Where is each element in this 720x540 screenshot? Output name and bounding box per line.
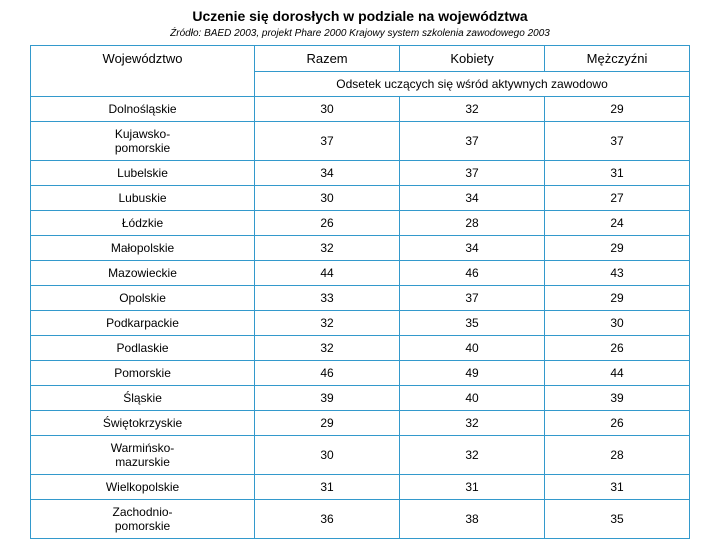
cell-value: 32: [400, 411, 545, 436]
cell-value: 29: [545, 236, 690, 261]
cell-region: Opolskie: [31, 286, 255, 311]
cell-region: Zachodnio-pomorskie: [31, 500, 255, 539]
table-row: Podkarpackie323530: [31, 311, 690, 336]
table-row: Dolnośląskie303229: [31, 97, 690, 122]
page-subtitle: Źródło: BAED 2003, projekt Phare 2000 Kr…: [30, 28, 690, 39]
table-body: Dolnośląskie303229Kujawsko-pomorskie3737…: [31, 97, 690, 539]
cell-value: 34: [255, 161, 400, 186]
cell-value: 26: [255, 211, 400, 236]
cell-value: 30: [545, 311, 690, 336]
table-row: Lubuskie303427: [31, 186, 690, 211]
table-row: Wielkopolskie313131: [31, 475, 690, 500]
cell-value: 32: [255, 236, 400, 261]
cell-value: 43: [545, 261, 690, 286]
cell-value: 32: [400, 436, 545, 475]
cell-region: Świętokrzyskie: [31, 411, 255, 436]
cell-value: 31: [545, 161, 690, 186]
page-title: Uczenie się dorosłych w podziale na woje…: [30, 8, 690, 24]
table-row: Świętokrzyskie293226: [31, 411, 690, 436]
cell-region: Lubelskie: [31, 161, 255, 186]
cell-value: 30: [255, 436, 400, 475]
cell-region: Wielkopolskie: [31, 475, 255, 500]
table-row: Zachodnio-pomorskie363835: [31, 500, 690, 539]
cell-region: Pomorskie: [31, 361, 255, 386]
cell-value: 39: [255, 386, 400, 411]
cell-value: 30: [255, 97, 400, 122]
cell-value: 24: [545, 211, 690, 236]
table-row: Śląskie394039: [31, 386, 690, 411]
cell-region: Warmińsko-mazurskie: [31, 436, 255, 475]
table-row: Warmińsko-mazurskie303228: [31, 436, 690, 475]
cell-value: 35: [400, 311, 545, 336]
cell-value: 30: [255, 186, 400, 211]
cell-region: Śląskie: [31, 386, 255, 411]
cell-value: 29: [545, 286, 690, 311]
cell-value: 26: [545, 336, 690, 361]
cell-value: 37: [400, 122, 545, 161]
cell-value: 34: [400, 236, 545, 261]
cell-region: Łódzkie: [31, 211, 255, 236]
cell-value: 46: [400, 261, 545, 286]
cell-value: 33: [255, 286, 400, 311]
cell-value: 27: [545, 186, 690, 211]
data-table: Województwo Razem Kobiety Mężczyźni Odse…: [30, 45, 690, 539]
cell-value: 32: [255, 311, 400, 336]
col-header-region: Województwo: [31, 46, 255, 97]
cell-value: 34: [400, 186, 545, 211]
cell-value: 31: [255, 475, 400, 500]
cell-value: 29: [255, 411, 400, 436]
table-row: Małopolskie323429: [31, 236, 690, 261]
cell-value: 26: [545, 411, 690, 436]
cell-value: 29: [545, 97, 690, 122]
table-row: Mazowieckie444643: [31, 261, 690, 286]
spanning-header: Odsetek uczących się wśród aktywnych zaw…: [255, 72, 690, 97]
cell-value: 36: [255, 500, 400, 539]
cell-value: 44: [255, 261, 400, 286]
cell-value: 44: [545, 361, 690, 386]
table-row: Kujawsko-pomorskie373737: [31, 122, 690, 161]
cell-region: Dolnośląskie: [31, 97, 255, 122]
table-row: Lubelskie343731: [31, 161, 690, 186]
cell-value: 37: [545, 122, 690, 161]
cell-value: 37: [255, 122, 400, 161]
cell-region: Podkarpackie: [31, 311, 255, 336]
table-row: Opolskie333729: [31, 286, 690, 311]
col-header-men: Mężczyźni: [545, 46, 690, 72]
cell-region: Mazowieckie: [31, 261, 255, 286]
cell-value: 31: [545, 475, 690, 500]
cell-value: 39: [545, 386, 690, 411]
cell-value: 32: [255, 336, 400, 361]
cell-region: Małopolskie: [31, 236, 255, 261]
cell-value: 32: [400, 97, 545, 122]
cell-value: 28: [545, 436, 690, 475]
cell-value: 49: [400, 361, 545, 386]
cell-value: 35: [545, 500, 690, 539]
cell-value: 40: [400, 336, 545, 361]
cell-value: 28: [400, 211, 545, 236]
col-header-total: Razem: [255, 46, 400, 72]
table-row: Pomorskie464944: [31, 361, 690, 386]
cell-value: 38: [400, 500, 545, 539]
cell-region: Kujawsko-pomorskie: [31, 122, 255, 161]
cell-value: 37: [400, 161, 545, 186]
table-row: Łódzkie262824: [31, 211, 690, 236]
cell-value: 31: [400, 475, 545, 500]
cell-region: Lubuskie: [31, 186, 255, 211]
col-header-women: Kobiety: [400, 46, 545, 72]
table-header: Województwo Razem Kobiety Mężczyźni Odse…: [31, 46, 690, 97]
table-row: Podlaskie324026: [31, 336, 690, 361]
cell-value: 40: [400, 386, 545, 411]
cell-region: Podlaskie: [31, 336, 255, 361]
cell-value: 46: [255, 361, 400, 386]
cell-value: 37: [400, 286, 545, 311]
